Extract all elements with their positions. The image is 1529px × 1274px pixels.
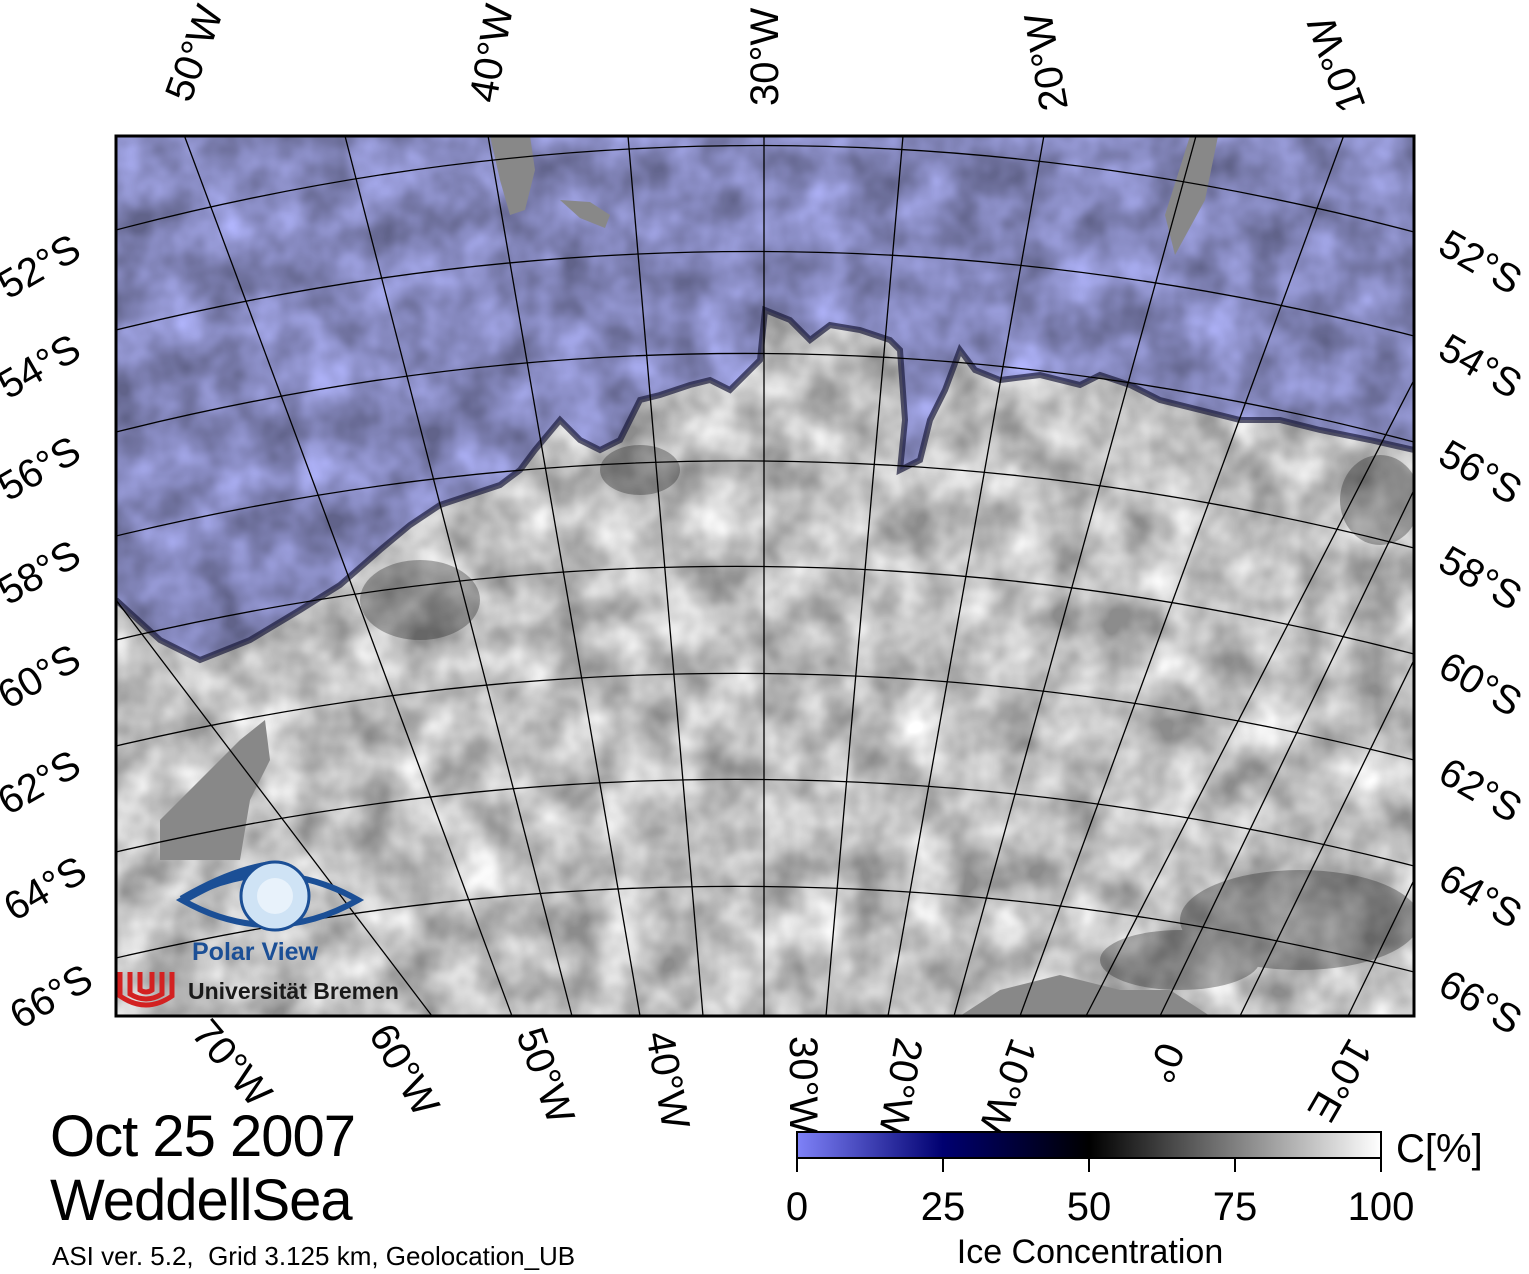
bottom-longitude-labels: 70°W 60°W 50°W 40°W 30°W 20°W 10°W 0° 10… — [183, 1012, 1380, 1141]
left-lat-label: 52°S — [0, 226, 88, 308]
colorbar-tick-label: 0 — [785, 1185, 809, 1229]
south-sandwich-islands — [560, 200, 610, 228]
top-lon-label: 30°W — [743, 8, 787, 106]
ice-patches — [360, 445, 1414, 990]
left-latitude-labels: 52°S 54°S 56°S 58°S 60°S 62°S 64°S 66°S — [0, 226, 100, 1038]
top-lon-label: 50°W — [157, 0, 232, 107]
colorbar-unit: C[%] — [1396, 1127, 1483, 1171]
colorbar-ticks — [796, 1158, 1382, 1172]
left-lat-label: 56°S — [0, 428, 88, 510]
right-lat-label: 62°S — [1432, 750, 1529, 832]
right-latitude-labels: 52°S 54°S 56°S 58°S 60°S 62°S 64°S 66°S — [1432, 222, 1529, 1044]
left-lat-label: 54°S — [0, 326, 88, 408]
colorbar-tick-label: 25 — [920, 1185, 966, 1229]
right-lat-label: 66°S — [1432, 962, 1529, 1044]
top-lon-label: 20°W — [1016, 9, 1076, 114]
bottom-lon-label: 60°W — [360, 1017, 447, 1124]
left-lat-label: 60°S — [0, 636, 88, 718]
left-lat-label: 64°S — [0, 848, 94, 930]
south-georgia — [490, 136, 535, 215]
colorbar-tick-label: 75 — [1212, 1185, 1258, 1229]
logo-subtitle: Universität Bremen — [188, 978, 399, 1004]
bottom-lon-label: 10°W — [970, 1033, 1045, 1141]
top-lon-label: 10°W — [1299, 10, 1374, 118]
universitaet-bremen-logo-mark — [117, 972, 175, 1008]
right-lat-label: 56°S — [1432, 432, 1529, 514]
bottom-lon-label: 30°W — [781, 1036, 825, 1134]
colorbar-title: Ice Concentration — [956, 1233, 1224, 1271]
right-lat-label: 54°S — [1432, 326, 1529, 408]
logo-title: Polar View — [192, 938, 318, 966]
left-lat-label: 58°S — [0, 532, 88, 614]
bottom-lon-label: 10°E — [1299, 1032, 1381, 1129]
right-lat-label: 52°S — [1432, 222, 1529, 304]
colorbar-tick-label: 100 — [1347, 1185, 1415, 1229]
antarctic-coast — [960, 975, 1210, 1016]
ice-texture — [116, 136, 1414, 1016]
right-lat-label: 64°S — [1432, 856, 1529, 938]
right-lat-label: 58°S — [1432, 538, 1529, 620]
colorbar-tick-label: 50 — [1066, 1185, 1112, 1229]
top-lon-label: 40°W — [462, 1, 522, 106]
bottom-lon-label: 50°W — [508, 1022, 583, 1130]
right-lat-label: 60°S — [1432, 644, 1529, 726]
polar-view-logo-eye — [175, 860, 365, 932]
left-lat-label: 66°S — [3, 956, 100, 1038]
map-date: Oct 25 2007 — [50, 1104, 356, 1169]
bottom-lon-label: 70°W — [183, 1012, 280, 1116]
map-region: WeddellSea — [50, 1168, 353, 1233]
colorbar — [796, 1131, 1382, 1159]
graticule — [116, 136, 1414, 1016]
product-info: ASI ver. 5.2, Grid 3.125 km, Geolocation… — [52, 1241, 576, 1271]
bottom-lon-label: 0° — [1137, 1037, 1192, 1089]
map-frame — [114, 134, 1416, 1018]
bottom-lon-label: 40°W — [637, 1028, 697, 1133]
top-longitude-labels: 50°W 40°W 30°W 20°W 10°W — [157, 0, 1374, 118]
bouvet-area-land — [1165, 136, 1218, 255]
bottom-lon-label: 20°W — [870, 1034, 930, 1139]
left-lat-label: 62°S — [0, 742, 88, 824]
